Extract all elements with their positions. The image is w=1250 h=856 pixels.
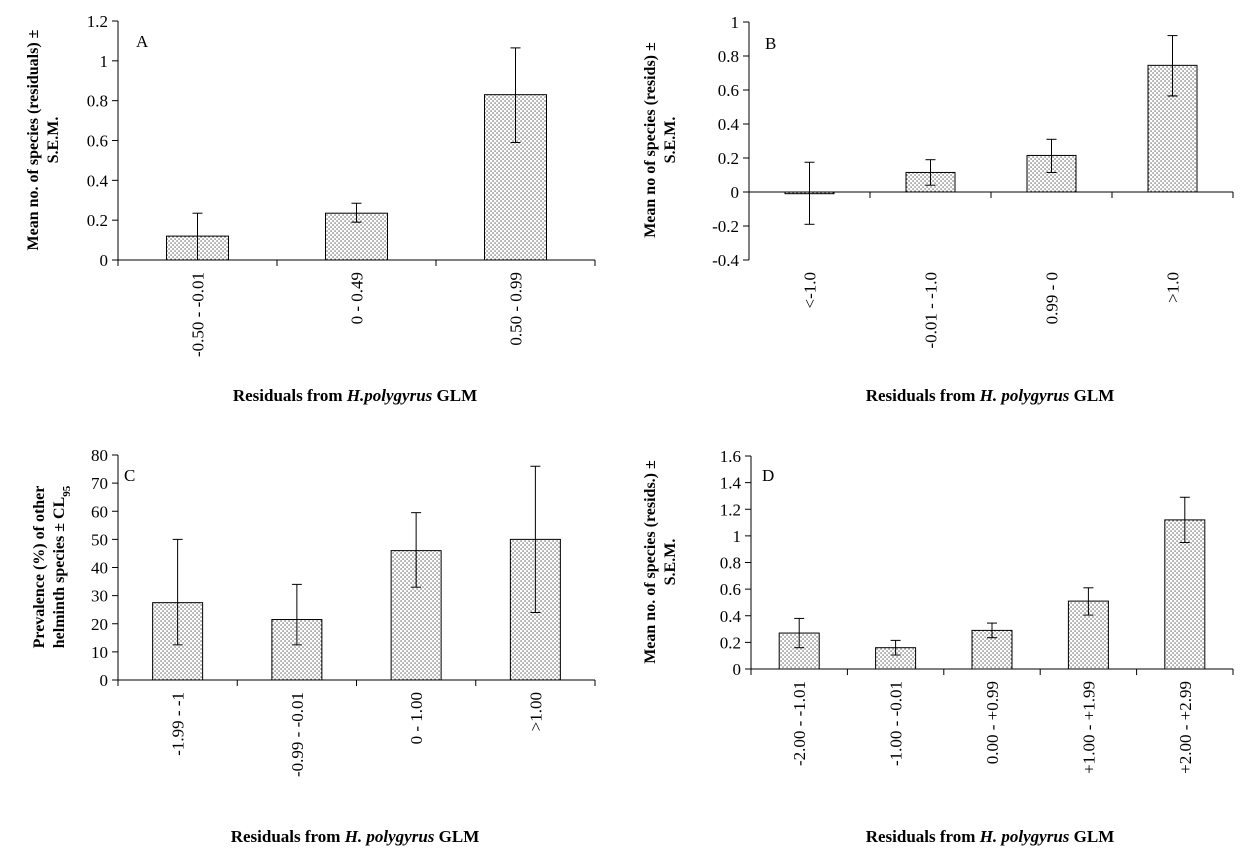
x-tick-label: 0 - 0.49 <box>348 272 367 324</box>
error-bar <box>987 622 997 639</box>
error-bar <box>192 212 203 261</box>
y-axis-label: Mean no. of species (residuals) ± S.E.M. <box>25 29 62 250</box>
y-tick-label: 1.2 <box>720 500 741 519</box>
error-bar <box>291 583 302 646</box>
error-bar <box>794 617 805 649</box>
y-tick-label: 0.8 <box>87 92 108 111</box>
y-tick-label: 1.6 <box>720 447 741 466</box>
y-tick-label: 0.2 <box>720 633 741 652</box>
error-bar <box>530 465 541 613</box>
panel-letter-b: B <box>765 34 776 53</box>
y-tick-label: 10 <box>91 643 108 662</box>
y-tick-label: 70 <box>91 474 108 493</box>
x-tick-label: >1.00 <box>526 692 545 731</box>
y-tick-label: 0.6 <box>87 132 108 151</box>
error-bar <box>925 159 936 186</box>
y-tick-label: 0.8 <box>718 47 739 66</box>
x-tick-label: 0.50 - 0.99 <box>507 272 526 346</box>
x-tick-label: -0.01 - -1.0 <box>922 272 941 348</box>
error-bar <box>1046 138 1057 173</box>
x-tick-label: -0.50 - -0.01 <box>189 272 208 357</box>
x-tick-label: <-1.0 <box>801 272 820 309</box>
x-tick-label: -1.99 - -1 <box>169 692 188 756</box>
error-bar <box>1083 587 1094 616</box>
x-tick-label: -0.99 - -0.01 <box>288 692 307 777</box>
x-axis-label: Residuals from H. polygyrus GLM <box>231 827 480 846</box>
y-tick-label: 0.8 <box>720 554 741 573</box>
y-tick-label: 0.6 <box>720 580 741 599</box>
bar <box>1164 519 1206 670</box>
y-tick-label: 1 <box>733 527 742 546</box>
y-tick-label: 1.2 <box>87 12 108 31</box>
error-bar <box>1179 496 1190 544</box>
y-tick-label: 0 <box>733 660 742 679</box>
x-tick-label: 0 - 1.00 <box>407 692 426 744</box>
y-tick-label: 50 <box>91 530 108 549</box>
y-tick-label: 30 <box>91 587 108 606</box>
y-tick-label: 1.4 <box>720 474 742 493</box>
y-tick-label: 0.4 <box>87 171 109 190</box>
y-tick-label: 0 <box>100 671 109 690</box>
panel-a: A 0 0.2 0.4 0.6 0.8 1 1.2 -0.50 - -0.01 0 - 0.49 0… <box>25 12 596 405</box>
error-bar <box>1167 35 1178 97</box>
x-tick-label: 0.99 - 0 <box>1043 272 1062 324</box>
error-bar <box>804 161 815 225</box>
panel-d: D 0 0.2 0.4 0.6 0.8 1 1.2 1.4 1.6 -2.00 - -1.01 -1.… <box>642 447 1234 846</box>
y-tick-label: 1 <box>100 52 109 71</box>
x-axis-label: Residuals from H. polygyrus GLM <box>866 386 1115 405</box>
y-tick-label: 20 <box>91 615 108 634</box>
y-tick-label: -0.2 <box>712 217 739 236</box>
error-bar <box>890 639 901 656</box>
x-tick-label: +2.00 - +2.99 <box>1176 681 1195 774</box>
y-tick-label: 60 <box>91 502 108 521</box>
y-tick-label: 1 <box>731 13 740 32</box>
x-tick-label: -2.00 - -1.01 <box>790 681 809 766</box>
panel-c: C 0 10 20 30 40 50 60 70 80 -1.99 - -1 -0.99 - -0.0… <box>31 446 596 846</box>
y-tick-label: 0.2 <box>87 211 108 230</box>
x-tick-label: >1.0 <box>1164 272 1183 303</box>
panel-letter-c: C <box>124 466 135 485</box>
error-bar <box>172 538 183 646</box>
panel-letter-d: D <box>762 466 774 485</box>
y-tick-label: 0.4 <box>720 607 742 626</box>
x-tick-label: +1.00 - +1.99 <box>1079 681 1098 774</box>
y-tick-label: 0 <box>100 251 109 270</box>
y-axis-label: Mean no. of species (resids.) ± S.E.M. <box>642 460 679 664</box>
x-tick-label: -1.00 - -0.01 <box>887 681 906 766</box>
y-tick-label: 80 <box>91 446 108 465</box>
panel-letter-a: A <box>136 32 149 51</box>
y-tick-label: -0.4 <box>712 251 739 270</box>
x-axis-label: Residuals from H. polygyrus GLM <box>866 827 1115 846</box>
y-tick-label: 0.2 <box>718 149 739 168</box>
y-tick-label: 0 <box>731 183 740 202</box>
x-tick-label: 0.00 - +0.99 <box>983 681 1002 764</box>
x-axis-label: Residuals from H.polygyrus GLM <box>233 386 477 405</box>
panel-b: B -0.4 -0.2 0 0.2 0.4 0.6 0.8 1 <-1.0 -0.01 - -1.0… <box>642 13 1234 405</box>
y-axis-label: Prevalence (%) of other helminth species … <box>31 485 73 648</box>
error-bar <box>351 202 362 223</box>
error-bar <box>510 47 521 143</box>
y-tick-label: 40 <box>91 559 108 578</box>
y-tick-label: 0.4 <box>718 115 740 134</box>
y-axis-label: Mean no of species (resids) ± S.E.M. <box>642 42 679 238</box>
y-tick-label: 0.6 <box>718 81 739 100</box>
error-bar <box>411 512 422 588</box>
